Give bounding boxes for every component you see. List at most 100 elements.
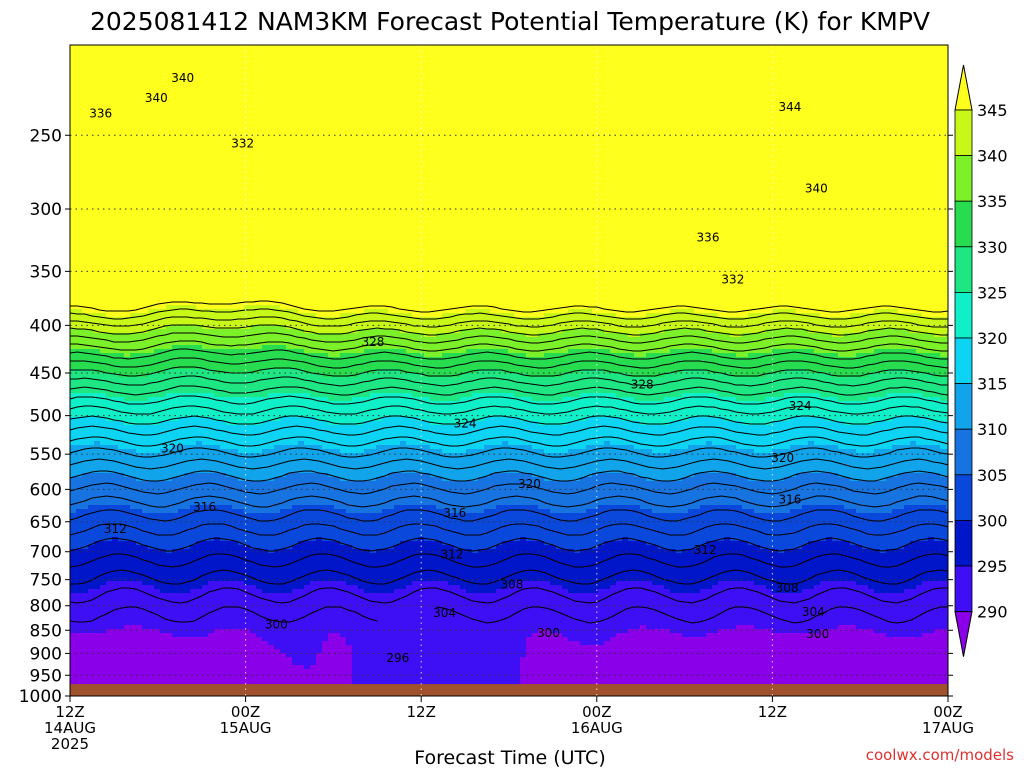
field-cell [196, 485, 203, 490]
field-cell [124, 501, 131, 506]
field-cell [82, 225, 89, 230]
field-cell [172, 681, 179, 686]
field-cell [238, 89, 245, 94]
field-cell [94, 89, 101, 94]
field-cell [136, 337, 143, 342]
field-cell [70, 201, 77, 206]
field-cell [232, 393, 239, 398]
field-cell [190, 405, 197, 410]
field-cell [112, 257, 119, 262]
field-cell [196, 57, 203, 62]
field-cell [208, 49, 215, 54]
field-cell [148, 377, 155, 382]
field-cell [196, 225, 203, 230]
field-cell [70, 397, 77, 402]
field-cell [136, 97, 143, 102]
field-cell [106, 257, 113, 262]
field-cell [232, 645, 239, 650]
field-cell [172, 457, 179, 462]
field-cell [172, 297, 179, 302]
field-cell [250, 393, 257, 398]
field-cell [148, 673, 155, 678]
field-cell [118, 165, 125, 170]
field-cell [94, 277, 101, 282]
field-cell [178, 57, 185, 62]
field-cell [82, 341, 89, 346]
field-cell [190, 249, 197, 254]
field-cell [112, 421, 119, 426]
field-cell [100, 377, 107, 382]
field-cell [136, 149, 143, 154]
field-cell [130, 289, 137, 294]
field-cell [142, 157, 149, 162]
field-cell [112, 365, 119, 370]
field-cell [220, 545, 227, 550]
field-cell [82, 521, 89, 526]
field-cell [214, 357, 221, 362]
field-cell [112, 661, 119, 666]
field-cell [208, 597, 215, 602]
field-cell [160, 389, 167, 394]
field-cell [124, 429, 131, 434]
field-cell [226, 301, 233, 306]
field-cell [82, 81, 89, 86]
field-cell [154, 73, 161, 78]
field-cell [226, 501, 233, 506]
field-cell [88, 293, 95, 298]
field-cell [82, 649, 89, 654]
field-cell [166, 305, 173, 310]
field-cell [106, 237, 113, 242]
field-cell [196, 601, 203, 606]
field-cell [202, 597, 209, 602]
field-cell [94, 601, 101, 606]
field-cell [190, 585, 197, 590]
field-cell [124, 325, 131, 330]
field-cell [178, 597, 185, 602]
field-cell [226, 357, 233, 362]
field-cell [166, 521, 173, 526]
field-cell [208, 141, 215, 146]
field-cell [118, 593, 125, 598]
field-cell [196, 445, 203, 450]
field-cell [88, 81, 95, 86]
field-cell [88, 185, 95, 190]
field-cell [124, 53, 131, 58]
field-cell [196, 313, 203, 318]
field-cell [112, 209, 119, 214]
field-cell [124, 585, 131, 590]
field-cell [118, 357, 125, 362]
field-cell [148, 333, 155, 338]
field-cell [196, 249, 203, 254]
field-cell [184, 601, 191, 606]
field-cell [154, 125, 161, 130]
field-cell [106, 617, 113, 622]
field-cell [100, 201, 107, 206]
field-cell [154, 649, 161, 654]
field-cell [94, 561, 101, 566]
field-cell [70, 573, 77, 578]
field-cell [136, 89, 143, 94]
field-cell [154, 441, 161, 446]
field-cell [172, 65, 179, 70]
field-cell [94, 653, 101, 658]
field-cell [82, 321, 89, 326]
field-cell [214, 429, 221, 434]
field-cell [190, 61, 197, 66]
field-cell [106, 129, 113, 134]
field-cell [88, 337, 95, 342]
field-cell [142, 225, 149, 230]
field-cell [250, 217, 257, 222]
field-cell [244, 297, 251, 302]
field-cell [124, 241, 131, 246]
field-cell [166, 333, 173, 338]
field-cell [178, 325, 185, 330]
field-cell [172, 677, 179, 682]
field-cell [136, 681, 143, 686]
field-cell [178, 349, 185, 354]
field-cell [88, 117, 95, 122]
field-cell [148, 589, 155, 594]
field-cell [148, 125, 155, 130]
field-cell [250, 153, 257, 158]
field-cell [172, 261, 179, 266]
field-cell [172, 165, 179, 170]
